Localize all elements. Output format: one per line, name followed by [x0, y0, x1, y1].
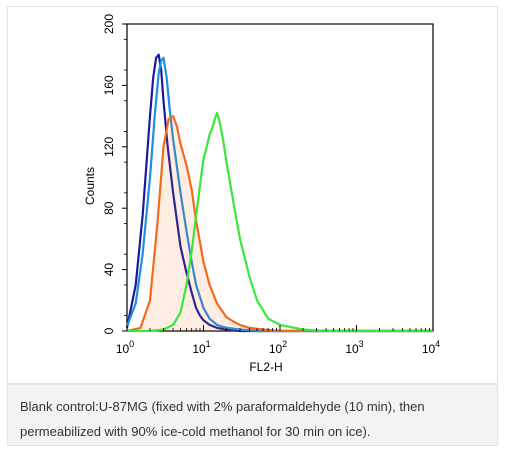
x-tick-label: 102: [269, 339, 287, 356]
x-tick-label: 103: [345, 339, 363, 356]
y-tick-label: 0: [102, 327, 116, 334]
y-tick-label: 40: [102, 263, 116, 277]
y-tick-label: 80: [102, 201, 116, 215]
caption-bar: Blank control:U-87MG (fixed with 2% para…: [7, 384, 498, 446]
x-tick-label: 104: [422, 339, 440, 356]
y-tick-label: 160: [102, 75, 116, 95]
series-1-line: [125, 56, 433, 333]
x-tick-label: 101: [192, 339, 210, 356]
figure-caption: Blank control:U-87MG (fixed with 2% para…: [20, 399, 425, 439]
series-3-line: [127, 111, 433, 333]
x-tick-label: 100: [116, 339, 134, 356]
figure-frame: 100 101 102 103 104 0 40 80 120 160 200 FL2-H Coun…: [7, 6, 498, 384]
y-tick-label: 120: [102, 136, 116, 156]
y-tick-label: 200: [102, 14, 116, 34]
y-axis-label: Counts: [83, 167, 97, 205]
series-2-fill: [127, 116, 433, 331]
x-axis-label: FL2-H: [249, 360, 282, 374]
flow-cytometry-histogram: 100 101 102 103 104 0 40 80 120 160 200 FL2-H Coun…: [83, 14, 440, 374]
